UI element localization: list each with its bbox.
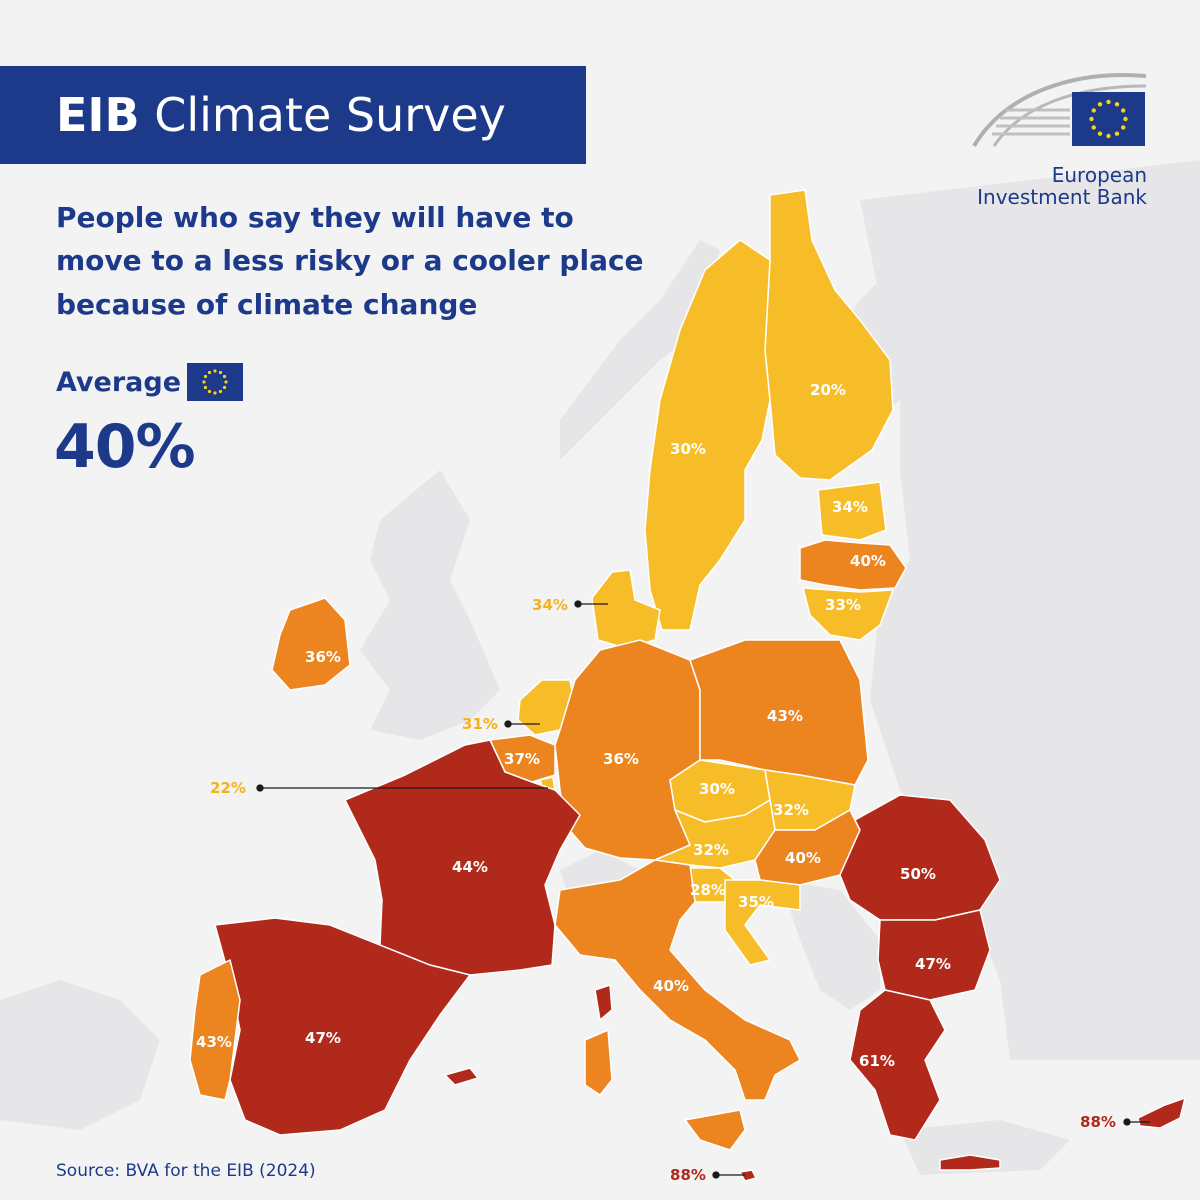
country-croatia (724, 879, 801, 966)
flag-star (1121, 125, 1126, 130)
label-denmark: 34% (532, 596, 568, 614)
flag-star (222, 385, 227, 390)
label-austria: 32% (693, 841, 729, 859)
label-netherlands: 31% (462, 715, 498, 733)
label-finland: 20% (810, 381, 846, 399)
average-value: 40% (54, 412, 196, 482)
source-note: Source: BVA for the EIB (2024) (56, 1161, 316, 1181)
label-estonia: 34% (832, 498, 868, 516)
flag-star (222, 374, 227, 379)
flag-star (1106, 133, 1111, 139)
leader-dot-netherlands (504, 720, 512, 728)
country-cyprus (1137, 1097, 1186, 1129)
value-labels: 20% 30% 34% 40% 33% 34% 36% 31% 37% 22% … (196, 381, 1116, 1184)
flag-star (202, 380, 206, 384)
country-crete (939, 1154, 1001, 1171)
flag-star (1114, 131, 1120, 136)
leader-dot-denmark (574, 600, 582, 608)
leader-dot-malta (712, 1171, 720, 1179)
label-portugal: 43% (196, 1033, 232, 1051)
country-malta (739, 1169, 757, 1182)
flag-star (224, 380, 228, 384)
flag-star (1091, 125, 1096, 130)
label-ireland: 36% (305, 648, 341, 666)
label-poland: 43% (767, 707, 803, 725)
country-corsica (594, 984, 613, 1021)
eu-countries (189, 189, 1186, 1182)
label-spain: 47% (305, 1029, 341, 1047)
country-estonia (817, 481, 887, 541)
label-czechia: 30% (699, 780, 735, 798)
label-luxembourg: 22% (210, 779, 246, 797)
flag-star (213, 369, 217, 373)
label-lithuania: 33% (825, 596, 861, 614)
page-title: EIB Climate Survey (56, 88, 506, 142)
flag-star (207, 389, 212, 394)
flag-star (1089, 116, 1094, 122)
label-france: 44% (452, 858, 488, 876)
label-belgium: 37% (504, 750, 540, 768)
country-italy (554, 859, 801, 1101)
leader-dot-luxembourg (256, 784, 264, 792)
country-bulgaria (877, 909, 991, 1001)
eib-logo-icon (972, 73, 1147, 148)
country-portugal (189, 959, 241, 1101)
flag-star (207, 370, 212, 375)
leader-lines (256, 600, 1150, 1179)
label-greece: 61% (859, 1052, 895, 1070)
flag-star (1114, 102, 1120, 107)
flag-star (218, 389, 223, 394)
country-denmark (591, 569, 661, 649)
country-spain (214, 917, 471, 1136)
label-germany: 36% (603, 750, 639, 768)
label-croatia: 35% (738, 893, 774, 911)
country-sardinia (584, 1029, 613, 1096)
flag-star (1097, 131, 1103, 136)
subtitle: People who say they will have to move to… (56, 201, 644, 321)
title-banner: EIB Climate Survey (0, 66, 586, 164)
label-bulgaria: 47% (915, 955, 951, 973)
flag-star (1091, 108, 1096, 113)
country-ireland (271, 597, 351, 691)
country-latvia (799, 539, 907, 591)
label-latvia: 40% (850, 552, 886, 570)
flag-star (1123, 116, 1128, 122)
label-malta: 88% (670, 1166, 706, 1184)
country-balearic (444, 1067, 479, 1086)
label-italy: 40% (653, 977, 689, 995)
flag-star (1121, 108, 1126, 113)
label-cyprus: 88% (1080, 1113, 1116, 1131)
eib-name: European Investment Bank (977, 163, 1147, 209)
label-hungary: 40% (785, 849, 821, 867)
average-label: Average (56, 367, 182, 398)
label-sweden: 30% (670, 440, 706, 458)
label-romania: 50% (900, 865, 936, 883)
flag-star (203, 385, 208, 390)
flag-star (1106, 99, 1111, 105)
title-rest: Climate Survey (154, 88, 506, 142)
country-sweden (644, 239, 771, 631)
flag-star (213, 391, 217, 395)
flag-star (203, 374, 208, 379)
country-lithuania (802, 587, 894, 641)
eu-flag-icon (187, 363, 243, 401)
flag-star (218, 370, 223, 375)
flag-star (1097, 102, 1103, 107)
country-sicily (684, 1109, 746, 1151)
country-greece (849, 989, 946, 1141)
label-slovakia: 32% (773, 801, 809, 819)
title-bold: EIB (56, 88, 140, 142)
leader-dot-cyprus (1123, 1118, 1131, 1126)
label-slovenia: 28% (690, 881, 726, 899)
